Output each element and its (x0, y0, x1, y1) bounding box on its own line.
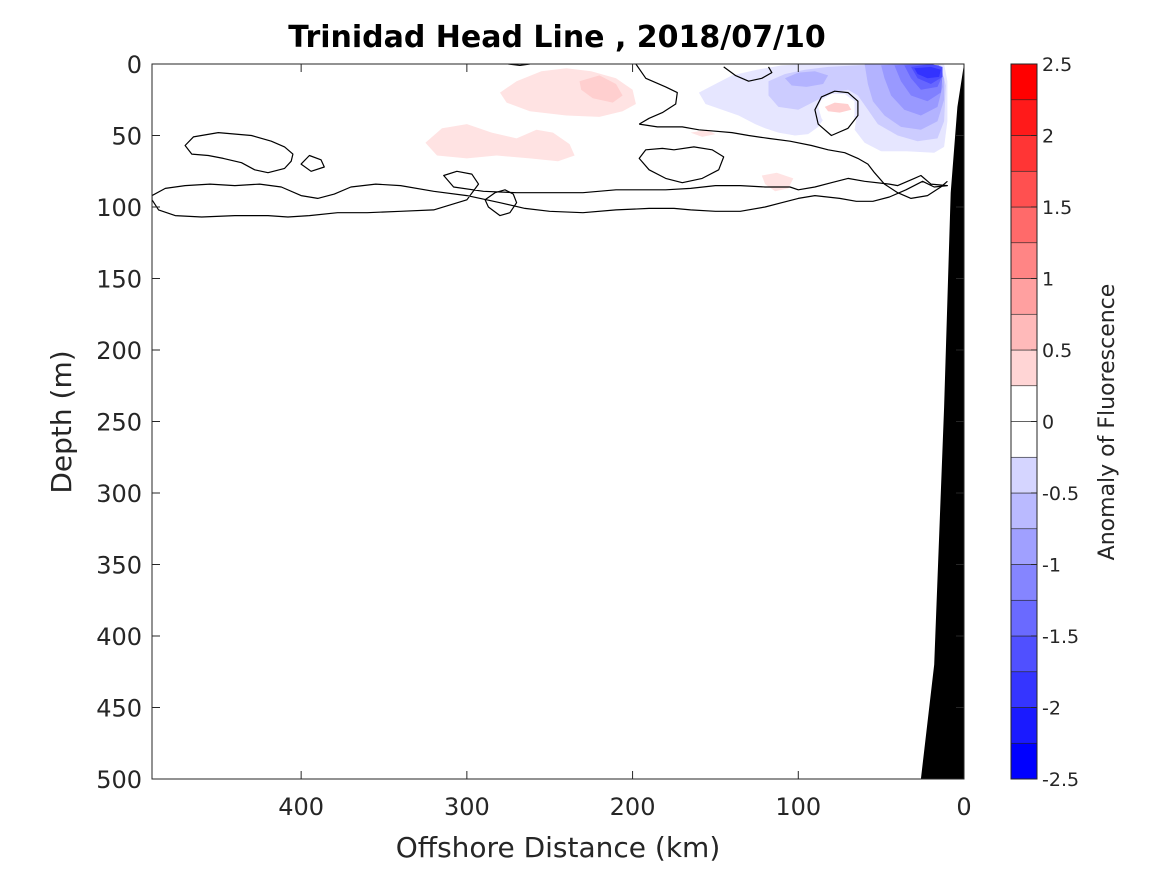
y-tick-label: 450 (96, 695, 142, 723)
y-tick-label: 50 (111, 123, 142, 151)
colorbar-segment (1010, 242, 1038, 279)
colorbar-tick-label: -2.5 (1042, 769, 1079, 791)
colorbar-segment (1010, 278, 1038, 315)
zero-contour (814, 90, 859, 137)
zero-contour (152, 170, 949, 218)
zero-contour (635, 64, 678, 125)
x-tick-label: 400 (278, 793, 324, 821)
colorbar-segment (1010, 707, 1038, 744)
colorbar-tick-label: 0 (1042, 412, 1054, 434)
y-tick-label: 150 (96, 266, 142, 294)
y-tick-label: 350 (96, 552, 142, 580)
x-tick-label: 100 (775, 793, 821, 821)
colorbar-tick-label: 1 (1042, 269, 1054, 291)
colorbar-segment (1010, 742, 1038, 780)
colorbar-tick-label: 2 (1042, 126, 1054, 148)
colorbar-segment (1010, 135, 1038, 172)
colorbar (1010, 63, 1038, 780)
zero-contour-layer (152, 64, 949, 218)
colorbar-segment (1010, 564, 1038, 601)
colorbar-segment (1010, 99, 1038, 136)
colorbar-segment (1010, 170, 1038, 208)
y-axis-label: Depth (m) (45, 350, 78, 493)
zero-contour (639, 123, 948, 199)
chart-title: Trinidad Head Line , 2018/07/10 (288, 20, 825, 55)
y-tick-label: 500 (96, 766, 142, 794)
colorbar-tick-label: 0.5 (1042, 340, 1072, 362)
anomaly-region (425, 124, 575, 162)
colorbar-segment (1010, 635, 1038, 673)
colorbar-segment (1010, 671, 1038, 708)
zero-contour (184, 132, 294, 174)
anomaly-region (690, 129, 716, 137)
colorbar-segment (1010, 528, 1038, 565)
colorbar-segment (1010, 313, 1038, 351)
colorbar-segment (1010, 599, 1038, 637)
y-tick-label: 250 (96, 409, 142, 437)
y-tick-label: 200 (96, 337, 142, 365)
zero-contour (300, 154, 325, 172)
y-tick-label: 300 (96, 480, 142, 508)
x-axis: 400 300 200 100 0 (278, 64, 972, 821)
colorbar-frame (1010, 63, 1038, 780)
colorbar-tick-label: 2.5 (1042, 54, 1072, 76)
colorbar-segment (1010, 421, 1038, 458)
x-tick-label: 0 (956, 793, 971, 821)
y-tick-label: 400 (96, 623, 142, 651)
seafloor-topography (920, 64, 964, 779)
zero-contour (638, 146, 725, 184)
colorbar-tick-label: -2 (1042, 698, 1061, 720)
colorbar-segment (1010, 492, 1038, 530)
x-tick-label: 200 (610, 793, 656, 821)
colorbar-segment (1010, 349, 1038, 387)
x-tick-label: 300 (444, 793, 490, 821)
y-axis: 0 50 100 150 200 250 300 350 400 450 500 (96, 51, 964, 794)
colorbar-tick-label: -1.5 (1042, 626, 1079, 648)
colorbar-ticks: 2.5 2 1.5 1 0.5 0 -0.5 -1 -1.5 -2 -2.5 (1031, 54, 1079, 791)
colorbar-segment (1010, 63, 1038, 101)
anomaly-region (785, 71, 829, 87)
plot-area (152, 64, 964, 779)
anomaly-region (914, 66, 941, 79)
colorbar-tick-label: 1.5 (1042, 197, 1072, 219)
colorbar-label: Anomaly of Fluorescence (1095, 284, 1120, 561)
anomaly-region (824, 102, 852, 113)
colorbar-segment (1010, 385, 1038, 422)
anomaly-region (579, 75, 623, 103)
y-tick-label: 0 (127, 51, 142, 79)
anomaly-fill-layer (425, 64, 948, 192)
x-axis-label: Offshore Distance (km) (396, 831, 721, 864)
topography-layer (920, 64, 964, 779)
colorbar-tick-label: -1 (1042, 555, 1061, 577)
colorbar-tick-label: -0.5 (1042, 483, 1079, 505)
anomaly-region (818, 94, 855, 133)
y-tick-label: 100 (96, 194, 142, 222)
zero-contour (723, 66, 773, 82)
zero-contour (484, 189, 518, 217)
colorbar-segment (1010, 456, 1038, 494)
colorbar-segment (1010, 206, 1038, 244)
